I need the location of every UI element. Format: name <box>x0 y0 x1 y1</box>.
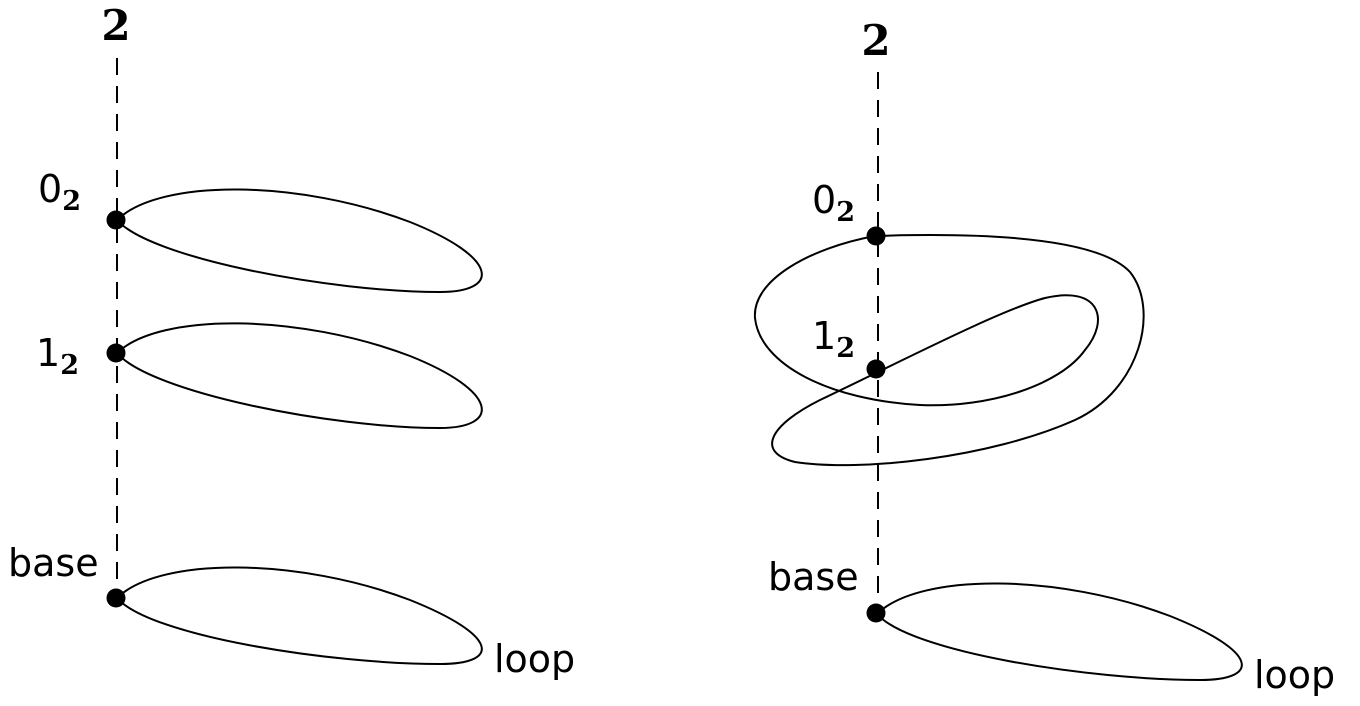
left-loop-base <box>115 566 483 666</box>
right-panel: 2 02 12 base loop <box>753 16 1335 697</box>
right-loop-base <box>875 582 1243 682</box>
left-base-label: base <box>8 541 99 585</box>
left-point-0 <box>106 210 126 230</box>
left-loop-0 <box>115 188 483 294</box>
right-point-0-label: 02 <box>812 178 855 228</box>
left-point-1-label: 12 <box>36 331 79 381</box>
right-loop-label: loop <box>1254 653 1335 697</box>
left-panel: 2 02 12 base loop <box>8 1 575 681</box>
right-base-label: base <box>768 555 859 599</box>
right-point-1 <box>866 359 886 379</box>
left-point-base <box>106 588 126 608</box>
left-point-0-label: 02 <box>38 167 81 217</box>
left-loop-1 <box>115 322 483 430</box>
right-point-1-label: 12 <box>812 314 855 364</box>
left-loop-label: loop <box>494 637 575 681</box>
left-axis-label: 2 <box>101 1 130 50</box>
right-axis-label: 2 <box>861 16 890 65</box>
right-point-base <box>866 603 886 623</box>
right-loop-0 <box>753 234 1145 467</box>
left-point-1 <box>106 343 126 363</box>
right-point-0 <box>866 226 886 246</box>
